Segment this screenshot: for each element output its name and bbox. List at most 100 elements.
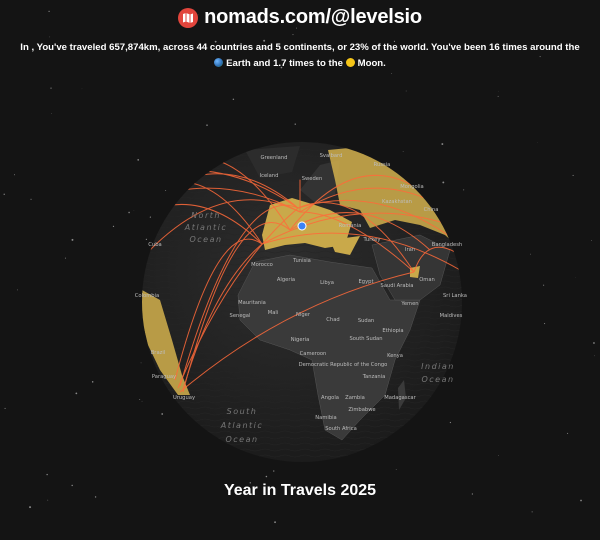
route-arc xyxy=(261,212,451,245)
route-arc xyxy=(174,238,263,381)
summary-moon-text: Moon. xyxy=(357,58,386,69)
star xyxy=(263,39,266,42)
wave-line xyxy=(142,358,462,362)
star xyxy=(140,362,142,364)
page-title: Year in Travels 2025 xyxy=(223,482,377,499)
earth-globe-icon xyxy=(214,58,224,67)
country-label: China xyxy=(424,207,439,213)
star xyxy=(47,499,49,501)
country-label: Nigeria xyxy=(291,337,310,343)
star xyxy=(249,482,251,484)
star xyxy=(48,10,50,12)
country-labels: Greenland Svalbard Iceland Sweden Russia Mong… xyxy=(135,153,467,432)
star xyxy=(145,238,147,240)
ocean-label: North xyxy=(191,211,221,220)
star xyxy=(29,506,32,509)
star xyxy=(51,113,52,114)
country-label: Zambia xyxy=(345,395,365,401)
route-arc xyxy=(297,202,415,273)
country-label: Chad xyxy=(326,317,339,323)
star xyxy=(46,473,48,476)
country-label: Namibia xyxy=(315,415,336,421)
country-label: Senegal xyxy=(230,313,251,319)
star xyxy=(572,174,574,177)
ocean-label: Ocean xyxy=(225,435,258,444)
star xyxy=(405,90,407,92)
star xyxy=(544,323,546,325)
current-location-marker[interactable] xyxy=(297,221,307,231)
ocean-label: Atlantic xyxy=(184,223,228,232)
land-scandinavia xyxy=(300,160,340,205)
land-greenland xyxy=(245,146,300,178)
star xyxy=(463,189,465,191)
summary-earth-text: Earth and 1.7 times to the xyxy=(226,58,343,69)
wave-line xyxy=(142,364,462,368)
ocean-label: Atlantic xyxy=(220,421,264,430)
wave-line xyxy=(142,382,462,386)
star xyxy=(263,47,266,50)
country-label: Algeria xyxy=(277,277,295,283)
star xyxy=(75,392,78,395)
star xyxy=(165,189,167,191)
country-label: Cameroon xyxy=(300,351,327,357)
star xyxy=(298,488,301,491)
star xyxy=(30,198,32,200)
star xyxy=(49,36,51,38)
ocean-label: Ocean xyxy=(189,235,222,244)
country-label: Cuba xyxy=(148,242,161,248)
ocean-labels: North Atlantic Ocean South Atlantic Ocea… xyxy=(184,211,454,444)
route-arc xyxy=(182,243,263,391)
star xyxy=(139,399,141,401)
moon-icon xyxy=(345,58,355,67)
star xyxy=(580,499,582,502)
star xyxy=(593,355,595,357)
wave-line xyxy=(142,388,462,392)
star xyxy=(141,400,143,402)
country-label: Yemen xyxy=(400,301,418,307)
country-label: Mali xyxy=(268,310,279,316)
country-label: Saudi Arabia xyxy=(381,283,414,289)
country-label: Sudan xyxy=(358,318,374,324)
travel-summary: In , You've traveled 657,874km, across 4… xyxy=(14,40,586,72)
nomads-map-icon xyxy=(178,7,199,28)
star xyxy=(294,123,296,125)
star xyxy=(4,407,6,409)
star xyxy=(539,56,541,58)
country-label: Turkey xyxy=(363,237,381,243)
star xyxy=(391,73,393,74)
country-label: Zimbabwe xyxy=(348,407,375,413)
star xyxy=(395,469,397,470)
country-label: Democratic Republic of the Congo xyxy=(299,362,388,368)
star xyxy=(161,413,164,415)
visited-europe xyxy=(262,198,352,250)
star xyxy=(442,181,445,184)
profile-url[interactable]: nomads.com/@levelsio xyxy=(204,6,422,28)
star xyxy=(497,95,499,97)
country-label: Iceland xyxy=(260,173,279,179)
star xyxy=(94,496,97,498)
country-label: Iran xyxy=(405,247,415,253)
country-label: Kenya xyxy=(387,353,403,359)
star xyxy=(274,521,276,524)
country-label: Maldives xyxy=(440,313,463,319)
country-label: South Africa xyxy=(325,426,357,432)
header: nomads.com/@levelsio xyxy=(0,6,600,29)
route-arc xyxy=(261,232,461,271)
star xyxy=(280,66,283,69)
star xyxy=(13,174,15,176)
star xyxy=(3,193,5,195)
star xyxy=(543,284,545,286)
star xyxy=(71,238,74,241)
route-arc xyxy=(182,222,291,393)
ocean-label: Ocean xyxy=(421,375,454,384)
star xyxy=(449,421,451,424)
country-label: Sweden xyxy=(302,176,323,182)
wave-line xyxy=(142,400,462,404)
route-arc xyxy=(289,174,421,231)
star xyxy=(593,342,595,344)
wave-line xyxy=(142,394,462,398)
country-label: Romania xyxy=(339,223,362,229)
travel-routes xyxy=(142,156,461,393)
